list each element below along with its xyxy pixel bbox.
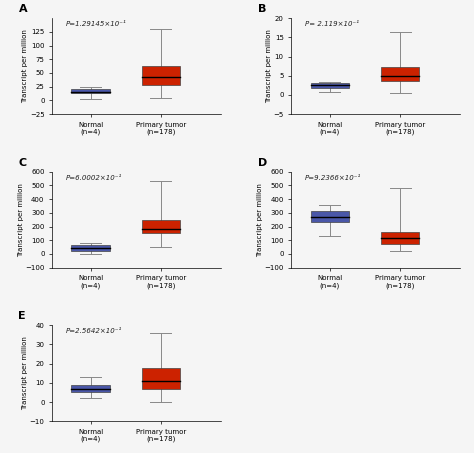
Text: P=9.2366×10⁻¹: P=9.2366×10⁻¹ <box>305 174 361 181</box>
Text: B: B <box>258 4 266 14</box>
Bar <box>381 67 419 82</box>
Text: P=2.5642×10⁻¹: P=2.5642×10⁻¹ <box>65 328 122 334</box>
Text: P=6.0002×10⁻¹: P=6.0002×10⁻¹ <box>65 174 122 181</box>
Text: E: E <box>18 312 26 322</box>
Bar <box>72 89 110 93</box>
Text: D: D <box>258 158 267 168</box>
Bar <box>310 83 349 88</box>
Bar <box>72 245 110 251</box>
Bar <box>72 385 110 392</box>
Y-axis label: Transcript per million: Transcript per million <box>266 29 272 103</box>
Y-axis label: Transcript per million: Transcript per million <box>18 183 24 257</box>
Text: A: A <box>18 4 27 14</box>
Bar <box>310 212 349 222</box>
Y-axis label: Transcript per million: Transcript per million <box>22 337 28 410</box>
Text: P= 2.119×10⁻¹: P= 2.119×10⁻¹ <box>305 21 359 27</box>
Bar <box>142 67 180 85</box>
Text: C: C <box>18 158 27 168</box>
Text: P=1.29145×10⁻¹: P=1.29145×10⁻¹ <box>65 21 127 27</box>
Bar <box>142 367 180 389</box>
Bar <box>381 232 419 244</box>
Bar <box>142 220 180 233</box>
Y-axis label: Transcript per million: Transcript per million <box>257 183 263 257</box>
Y-axis label: Transcript per million: Transcript per million <box>22 29 28 103</box>
